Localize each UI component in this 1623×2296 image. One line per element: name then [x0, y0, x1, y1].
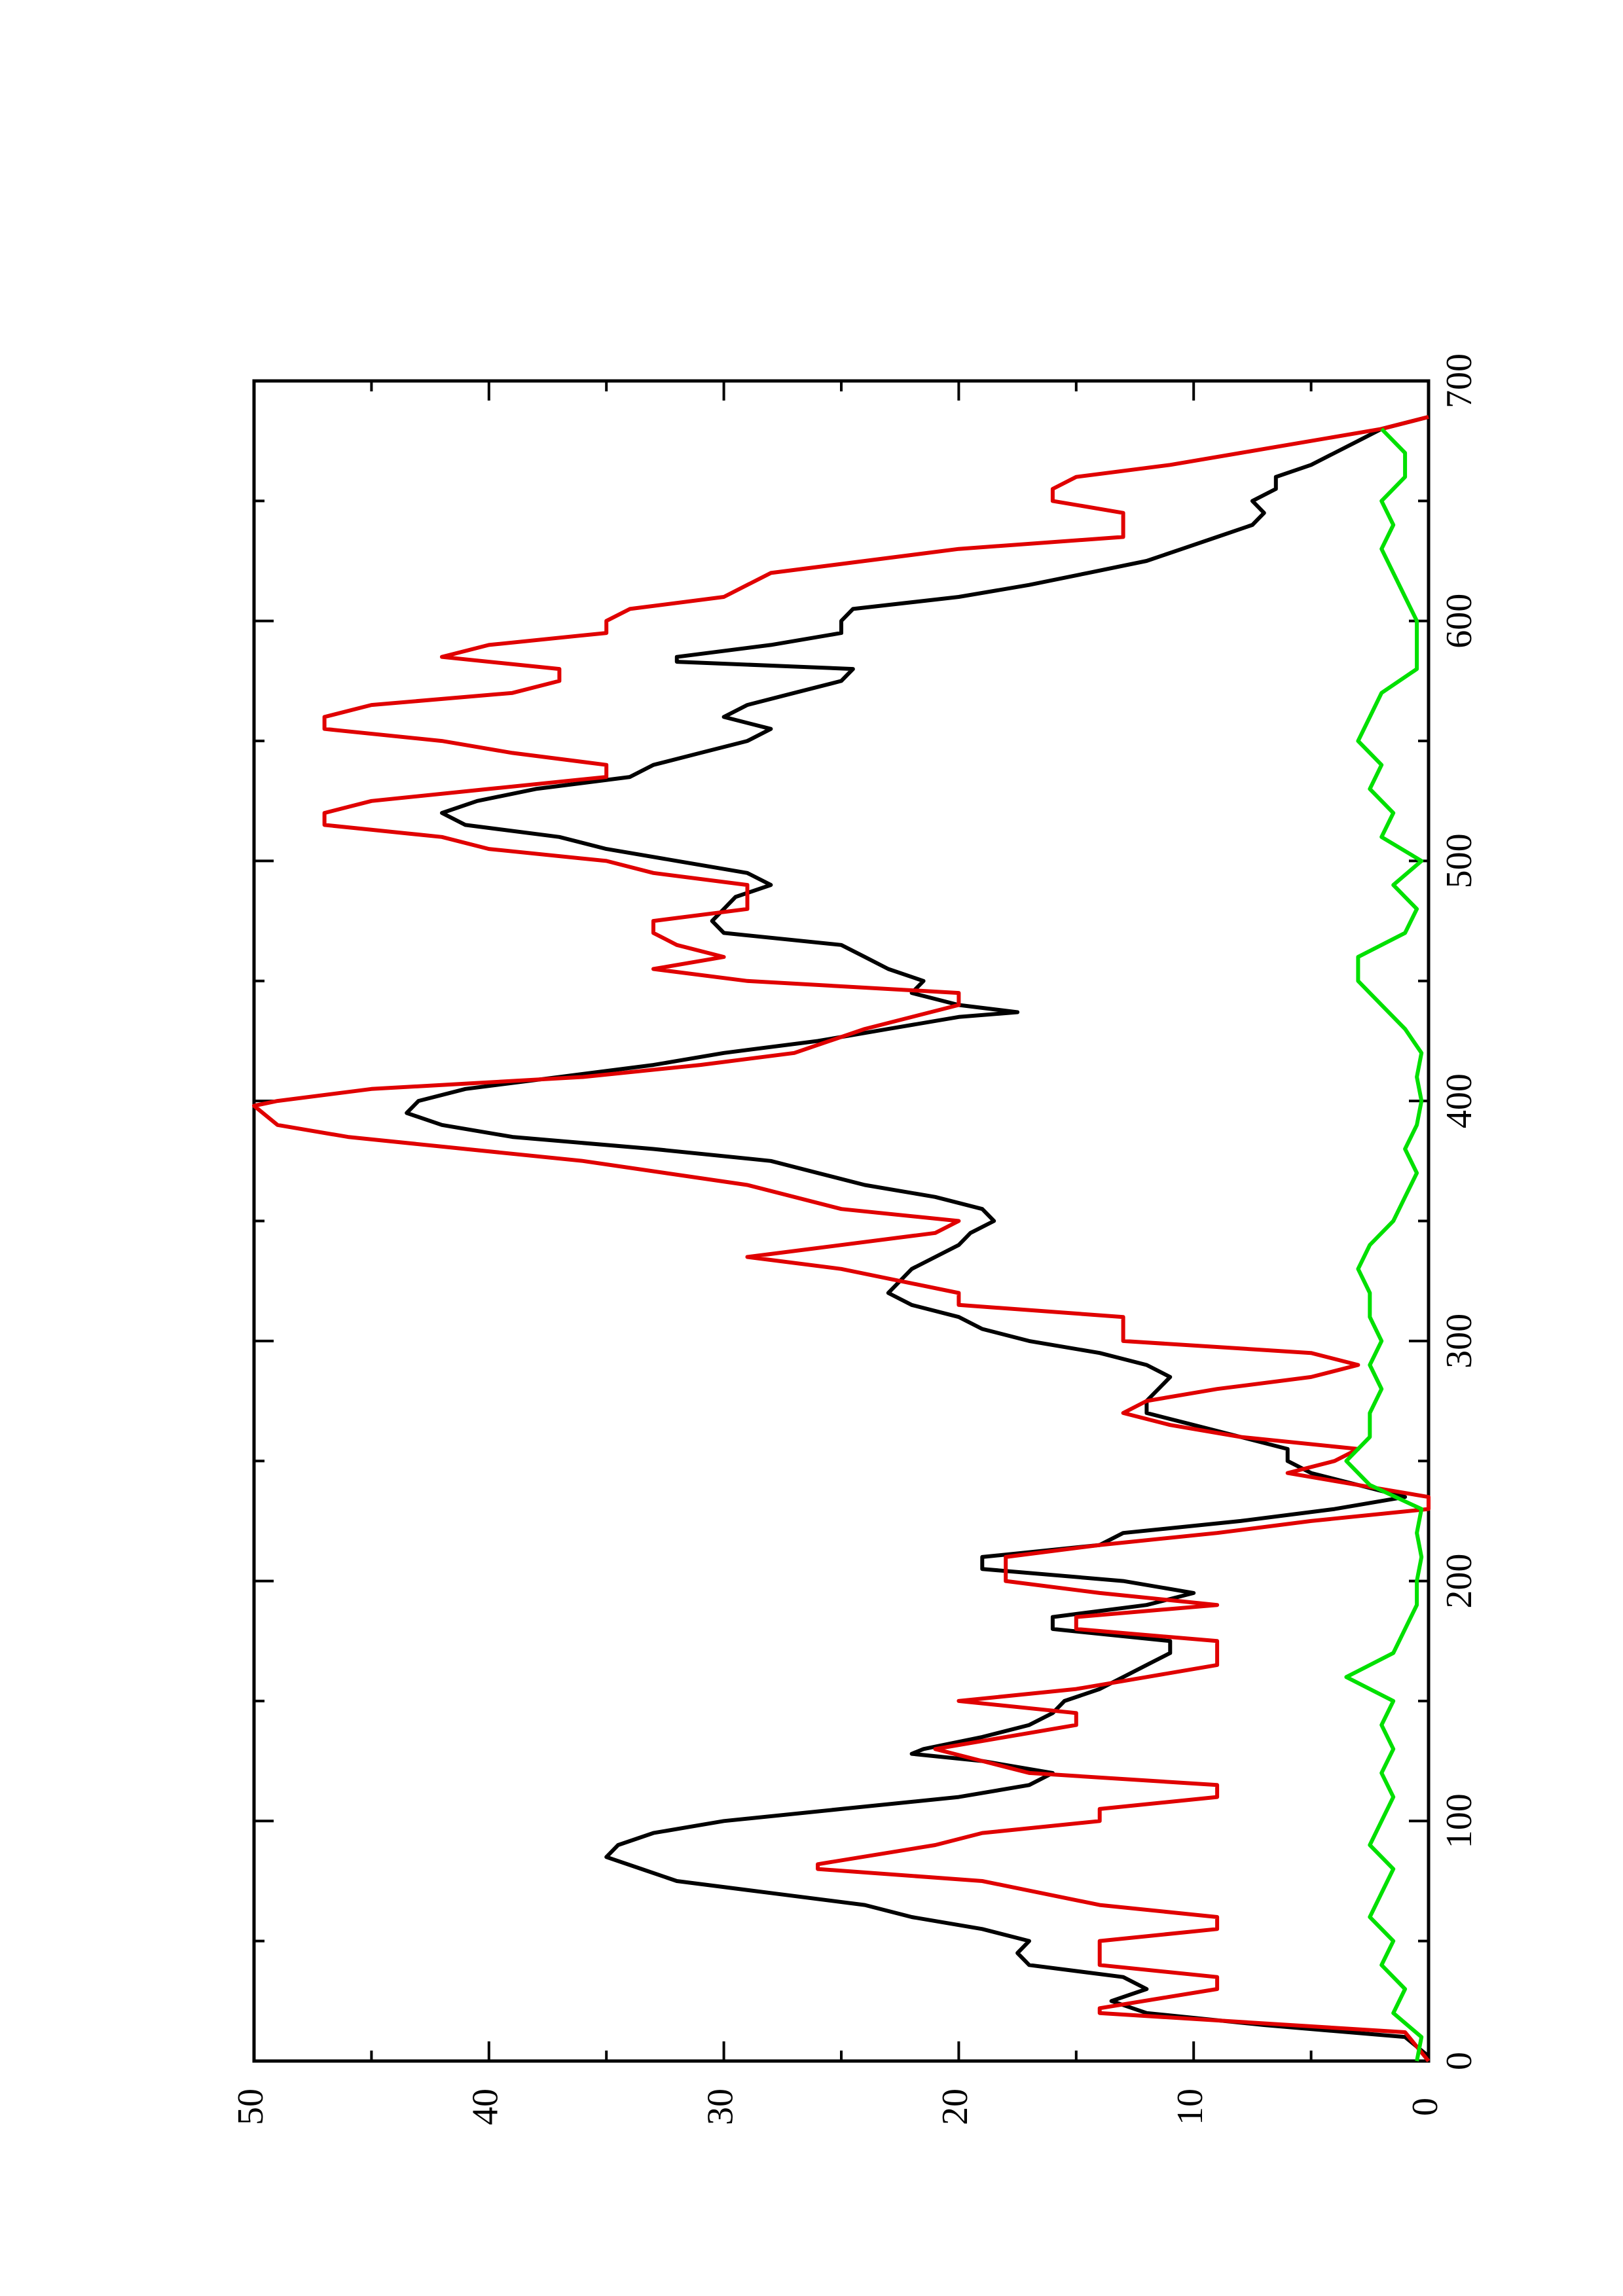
y-tick-label: 0	[1405, 2098, 1446, 2116]
x-tick-label: 400	[1439, 1073, 1480, 1128]
y-tick-label: 40	[465, 2089, 506, 2125]
x-tick-label: 700	[1439, 353, 1480, 408]
x-tick-label: 200	[1439, 1554, 1480, 1609]
y-tick-label: 20	[935, 2089, 976, 2125]
y-tick-label: 10	[1170, 2089, 1211, 2125]
x-tick-label: 100	[1439, 1793, 1480, 1848]
data-line	[1344, 427, 1424, 2062]
y-tick-label: 30	[700, 2089, 740, 2125]
data-line	[405, 415, 1430, 2058]
x-tick-label: 500	[1439, 833, 1480, 888]
x-tick-label: 0	[1439, 2052, 1480, 2070]
data-line	[252, 415, 1431, 2062]
x-tick-label: 300	[1439, 1314, 1480, 1369]
y-tick-label: 50	[230, 2089, 271, 2125]
x-tick-label: 600	[1439, 594, 1480, 649]
